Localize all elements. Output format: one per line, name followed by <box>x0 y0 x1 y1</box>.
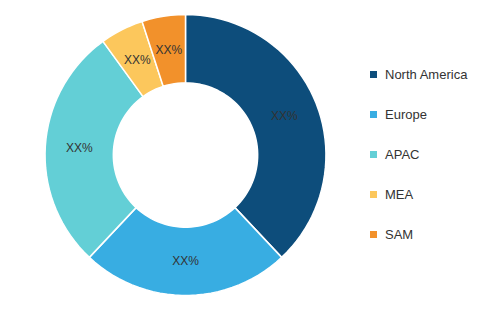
svg-text:XX%: XX% <box>66 141 93 155</box>
html-text:Europe: Europe <box>385 107 427 122</box>
svg-text:XX%: XX% <box>124 53 151 67</box>
html-text:APAC: APAC <box>385 147 420 162</box>
html-text:MEA: MEA <box>385 187 414 202</box>
html-text:North America: North America <box>385 67 468 82</box>
svg-text:XX%: XX% <box>172 254 199 268</box>
svg-text:XX%: XX% <box>156 43 183 57</box>
html-text:SAM: SAM <box>385 227 414 242</box>
svg-text:XX%: XX% <box>271 109 298 123</box>
